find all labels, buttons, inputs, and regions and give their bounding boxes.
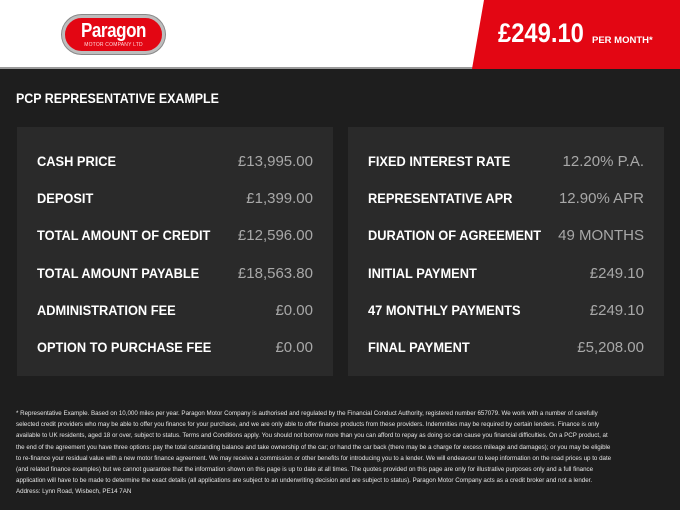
monthly-price-banner: £249.10 PER MONTH* bbox=[472, 0, 680, 69]
finance-value: £0.00 bbox=[275, 339, 313, 357]
finance-label: INITIAL PAYMENT bbox=[368, 265, 477, 281]
finance-panel-left: CASH PRICE £13,995.00 DEPOSIT £1,399.00 TOTA… bbox=[17, 127, 333, 376]
logo-subtext: MOTOR COMPANY LTD bbox=[84, 42, 143, 48]
finance-value: 12.90% APR bbox=[558, 190, 644, 208]
logo-text: Paragon bbox=[80, 20, 147, 42]
header: Paragon MOTOR COMPANY LTD £249.10 PER MO… bbox=[0, 0, 680, 69]
finance-label: TOTAL AMOUNT OF CREDIT bbox=[37, 228, 211, 244]
finance-row: DURATION OF AGREEMENT 49 MONTHS bbox=[368, 217, 644, 254]
finance-label: FINAL PAYMENT bbox=[368, 340, 470, 356]
finance-value: £18,563.80 bbox=[237, 264, 313, 282]
finance-row: ADMINISTRATION FEE £0.00 bbox=[37, 292, 313, 329]
section-title: PCP REPRESENTATIVE EXAMPLE bbox=[16, 91, 219, 106]
finance-row: TOTAL AMOUNT OF CREDIT £12,596.00 bbox=[37, 217, 313, 254]
finance-value: £5,208.00 bbox=[577, 339, 644, 357]
finance-label: OPTION TO PURCHASE FEE bbox=[37, 340, 212, 356]
disclaimer-text: * Representative Example. Based on 10,00… bbox=[16, 410, 612, 496]
finance-label: FIXED INTEREST RATE bbox=[368, 154, 511, 170]
finance-label: 47 MONTHLY PAYMENTS bbox=[368, 302, 521, 318]
finance-label: DEPOSIT bbox=[37, 191, 94, 207]
monthly-price: £249.10 bbox=[498, 18, 584, 48]
finance-label: DURATION OF AGREEMENT bbox=[368, 228, 542, 244]
finance-panel-right: FIXED INTEREST RATE 12.20% P.A. REPRESENTA… bbox=[348, 127, 664, 376]
finance-label: CASH PRICE bbox=[37, 154, 117, 170]
finance-value: 12.20% P.A. bbox=[562, 153, 644, 171]
finance-value: £0.00 bbox=[275, 301, 313, 319]
finance-value: £13,995.00 bbox=[237, 153, 313, 171]
finance-row: 47 MONTHLY PAYMENTS £249.10 bbox=[368, 292, 644, 329]
finance-value: 49 MONTHS bbox=[558, 227, 644, 245]
per-month-label: PER MONTH* bbox=[592, 35, 653, 46]
finance-row: FINAL PAYMENT £5,208.00 bbox=[368, 329, 644, 366]
finance-row: TOTAL AMOUNT PAYABLE £18,563.80 bbox=[37, 255, 313, 292]
finance-row: REPRESENTATIVE APR 12.90% APR bbox=[368, 180, 644, 217]
finance-value: £12,596.00 bbox=[237, 227, 313, 245]
paragon-logo[interactable]: Paragon MOTOR COMPANY LTD bbox=[62, 15, 165, 54]
finance-label: TOTAL AMOUNT PAYABLE bbox=[37, 265, 200, 281]
finance-label: ADMINISTRATION FEE bbox=[37, 302, 176, 318]
finance-value: £1,399.00 bbox=[246, 190, 313, 208]
finance-value: £249.10 bbox=[589, 264, 644, 282]
finance-label: REPRESENTATIVE APR bbox=[368, 191, 513, 207]
finance-row: DEPOSIT £1,399.00 bbox=[37, 180, 313, 217]
finance-row: FIXED INTEREST RATE 12.20% P.A. bbox=[368, 143, 644, 180]
finance-row: OPTION TO PURCHASE FEE £0.00 bbox=[37, 329, 313, 366]
finance-value: £249.10 bbox=[589, 301, 644, 319]
finance-row: INITIAL PAYMENT £249.10 bbox=[368, 255, 644, 292]
finance-row: CASH PRICE £13,995.00 bbox=[37, 143, 313, 180]
